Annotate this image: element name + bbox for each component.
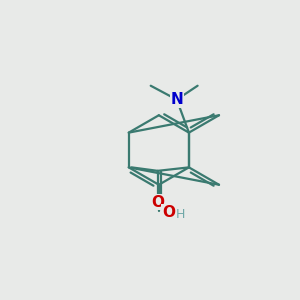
- Text: H: H: [176, 208, 186, 221]
- Text: N: N: [170, 92, 183, 107]
- Text: O: O: [151, 195, 164, 210]
- Text: O: O: [162, 205, 175, 220]
